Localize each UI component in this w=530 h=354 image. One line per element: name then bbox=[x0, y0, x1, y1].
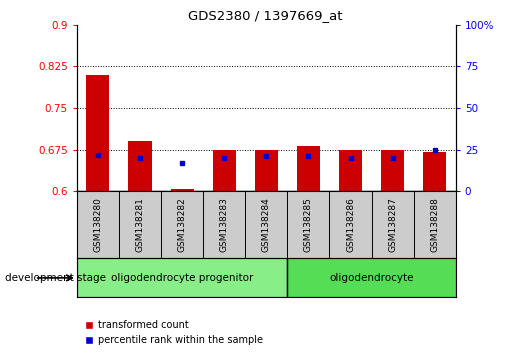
Bar bbox=[77, 258, 287, 297]
Text: oligodendrocyte progenitor: oligodendrocyte progenitor bbox=[111, 273, 253, 283]
Bar bbox=[255, 149, 278, 191]
Text: GSM138282: GSM138282 bbox=[178, 198, 187, 252]
Bar bbox=[128, 141, 152, 191]
Text: GSM138280: GSM138280 bbox=[93, 197, 102, 252]
Bar bbox=[86, 75, 110, 191]
Text: GSM138284: GSM138284 bbox=[262, 198, 271, 252]
Bar bbox=[287, 258, 456, 297]
Text: GDS2380 / 1397669_at: GDS2380 / 1397669_at bbox=[188, 9, 342, 22]
Bar bbox=[213, 149, 236, 191]
Text: GSM138283: GSM138283 bbox=[220, 197, 229, 252]
Text: GSM138287: GSM138287 bbox=[388, 197, 397, 252]
Bar bbox=[171, 189, 193, 191]
Bar bbox=[297, 146, 320, 191]
Bar bbox=[339, 149, 362, 191]
Legend: transformed count, percentile rank within the sample: transformed count, percentile rank withi… bbox=[82, 316, 267, 349]
Text: GSM138281: GSM138281 bbox=[136, 197, 145, 252]
Text: development stage: development stage bbox=[5, 273, 107, 283]
Bar bbox=[423, 152, 446, 191]
Text: GSM138288: GSM138288 bbox=[430, 197, 439, 252]
Text: GSM138286: GSM138286 bbox=[346, 197, 355, 252]
Text: GSM138285: GSM138285 bbox=[304, 197, 313, 252]
Text: oligodendrocyte: oligodendrocyte bbox=[329, 273, 414, 283]
Bar bbox=[381, 149, 404, 191]
